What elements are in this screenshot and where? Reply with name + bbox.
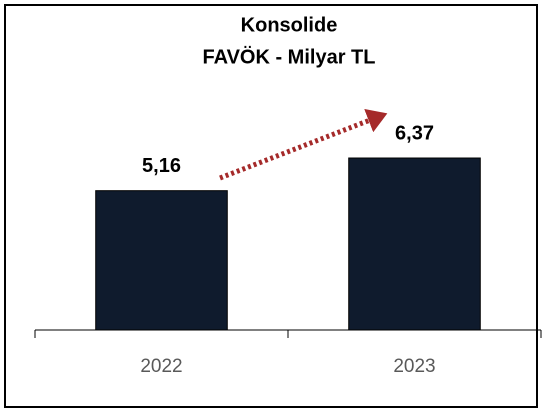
chart-title: Konsolide [241,14,338,36]
x-tick-label: 2022 [140,356,182,377]
x-tick-label: 2023 [393,356,435,377]
data-label: 5,16 [142,155,181,177]
trend-arrow [219,108,388,181]
bar [348,157,481,331]
bar [95,190,228,331]
chart-title: FAVÖK - Milyar TL [203,45,376,68]
data-label: 6,37 [395,122,434,144]
